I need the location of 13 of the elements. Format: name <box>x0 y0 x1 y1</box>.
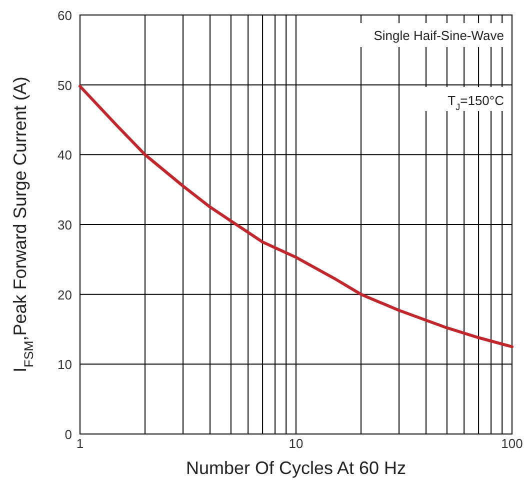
y-tick-label: 0 <box>64 427 72 442</box>
y-tick-label: 30 <box>58 218 72 232</box>
annotation: T$_{J}$=150°C <box>448 93 504 112</box>
y-tick-label: 20 <box>58 287 72 302</box>
x-axis-title: Number Of Cycles At 60 Hz <box>186 458 406 478</box>
x-tick-label: 100 <box>501 436 523 451</box>
annotation: Single Haif-Sine-Wave <box>374 28 504 43</box>
y-tick-label: 40 <box>58 148 72 163</box>
y-tick-label: 50 <box>58 78 72 93</box>
y-tick-label: 60 <box>58 8 72 23</box>
x-tick-label: 1 <box>76 436 84 451</box>
y-tick-label: 10 <box>58 357 72 372</box>
x-tick-label: 10 <box>288 436 304 451</box>
